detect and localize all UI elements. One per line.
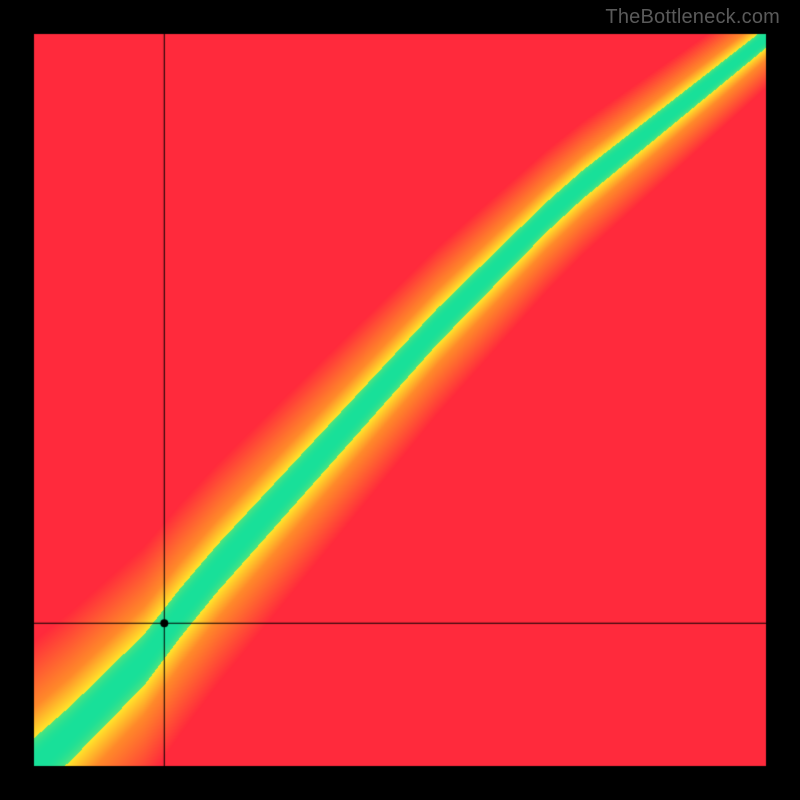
watermark-text: TheBottleneck.com	[605, 6, 780, 29]
chart-container: TheBottleneck.com	[0, 0, 800, 800]
bottleneck-heatmap	[0, 0, 800, 800]
